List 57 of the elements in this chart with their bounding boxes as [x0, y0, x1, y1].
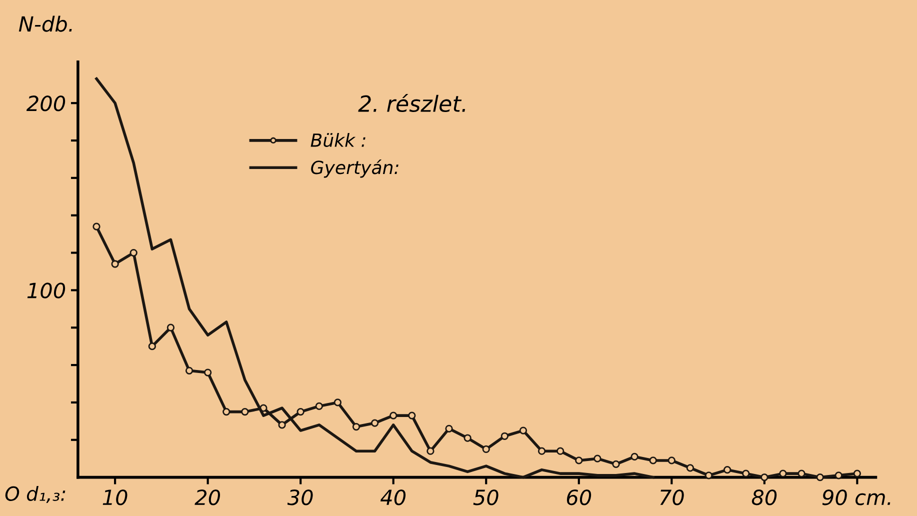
point — [668, 456, 676, 464]
x-axis-title: O d₁,₃: — [5, 486, 66, 503]
point — [315, 402, 323, 410]
legend-label: Bükk : — [310, 133, 366, 148]
point — [464, 434, 472, 442]
point — [352, 422, 360, 431]
point — [426, 447, 434, 455]
point — [575, 456, 583, 464]
point — [222, 408, 230, 416]
x-tick-label: 50 — [473, 489, 498, 506]
point — [612, 460, 620, 468]
x-tick-label: 10 — [102, 489, 128, 506]
x-tick-label: 20 — [194, 489, 220, 506]
point — [760, 473, 768, 482]
point — [594, 454, 602, 462]
point — [853, 470, 861, 478]
point — [166, 324, 175, 332]
point — [538, 447, 546, 455]
x-tick-label: 70 — [660, 489, 684, 506]
x-tick-label: 40 — [380, 489, 406, 506]
point — [185, 366, 194, 374]
point — [408, 412, 416, 420]
point — [482, 445, 490, 454]
y-tick-label: 100 — [27, 282, 66, 298]
x-tick-label: 30 — [287, 489, 313, 506]
point — [798, 470, 806, 478]
point — [742, 470, 750, 478]
point — [148, 342, 156, 350]
y-tick-label: 200 — [26, 96, 66, 112]
point — [556, 447, 564, 455]
point — [834, 472, 842, 480]
point — [779, 470, 787, 478]
point — [278, 421, 286, 429]
point — [370, 419, 379, 427]
point — [686, 464, 694, 472]
point — [649, 456, 657, 464]
point — [390, 412, 398, 420]
point — [445, 424, 453, 432]
x-tick-label: 60 — [566, 489, 592, 506]
point — [296, 408, 304, 416]
point — [241, 408, 249, 416]
y-axis-title: N-db. — [18, 16, 72, 32]
point — [92, 222, 100, 230]
x-tick-label: 90 cm. — [822, 489, 890, 506]
text: 2. részlet. — [358, 94, 466, 112]
point — [519, 426, 528, 434]
point — [704, 472, 713, 480]
point — [111, 260, 119, 268]
point — [816, 473, 824, 482]
x-tick-label: 80 — [752, 489, 777, 506]
point — [130, 248, 138, 257]
point — [334, 398, 342, 406]
point — [500, 432, 508, 440]
point — [723, 466, 732, 474]
point — [630, 452, 638, 461]
point — [204, 368, 212, 376]
legend-label: Gyertyán: — [311, 160, 398, 178]
